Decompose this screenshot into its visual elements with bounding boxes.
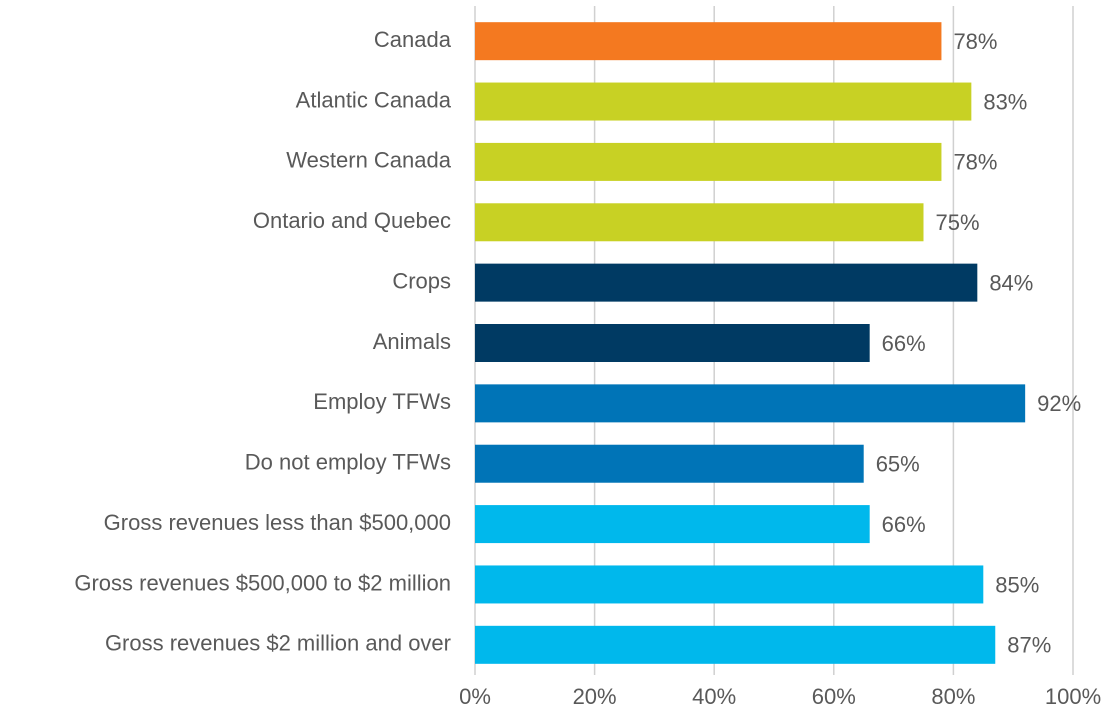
y-tick-label: Gross revenues $2 million and over [105, 631, 451, 656]
data-label: 66% [882, 512, 926, 537]
y-tick-label: Western Canada [286, 148, 451, 173]
y-tick-label: Employ TFWs [313, 389, 451, 414]
x-tick-label: 80% [931, 684, 975, 709]
y-tick-label: Crops [392, 268, 451, 293]
data-label: 87% [1007, 633, 1051, 658]
y-tick-label: Ontario and Quebec [253, 208, 451, 233]
bar [475, 505, 870, 544]
bar [475, 263, 978, 302]
x-tick-label: 0% [459, 684, 491, 709]
bar [475, 324, 870, 362]
bar [475, 384, 1026, 423]
x-tick-label: 100% [1045, 684, 1101, 709]
y-tick-label: Atlantic Canada [296, 87, 452, 112]
y-tick-label: Animals [373, 329, 451, 354]
x-tick-label: 60% [812, 684, 856, 709]
data-label: 85% [995, 572, 1039, 597]
data-label: 75% [936, 210, 980, 235]
data-label: 66% [882, 331, 926, 356]
bar [475, 203, 924, 242]
data-label: 84% [989, 270, 1033, 295]
bar [475, 22, 942, 61]
bar [475, 444, 864, 483]
x-tick-label: 40% [692, 684, 736, 709]
y-tick-label: Canada [374, 27, 452, 52]
data-label: 78% [953, 150, 997, 175]
y-tick-label: Gross revenues $500,000 to $2 million [74, 570, 451, 595]
y-tick-label: Do not employ TFWs [245, 450, 451, 475]
y-tick-label: Gross revenues less than $500,000 [104, 510, 451, 535]
x-tick-label: 20% [573, 684, 617, 709]
data-label: 92% [1037, 391, 1081, 416]
data-label: 65% [876, 452, 920, 477]
data-label: 78% [953, 29, 997, 54]
bar [475, 625, 996, 664]
bar [475, 565, 984, 604]
bar [475, 142, 942, 181]
bar [475, 82, 972, 121]
data-label: 83% [983, 89, 1027, 114]
